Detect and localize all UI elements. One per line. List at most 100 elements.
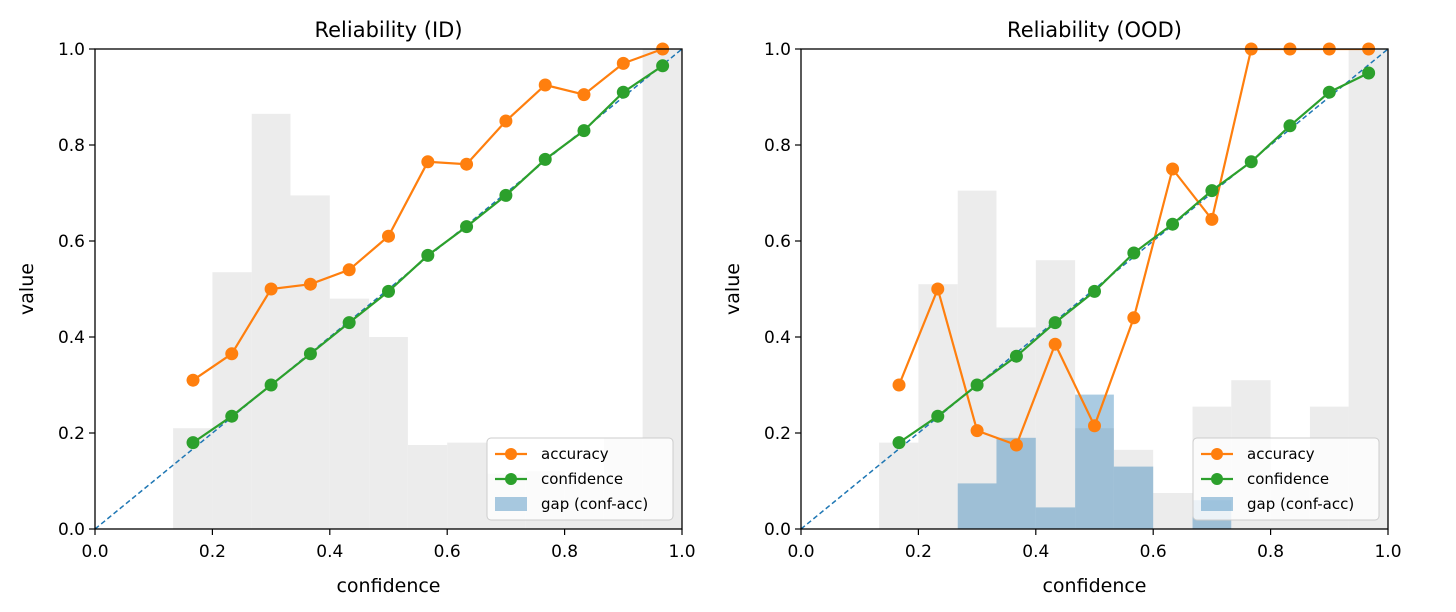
gap-bar	[1113, 466, 1154, 529]
histogram-bar	[1113, 449, 1154, 529]
confidence-point	[264, 378, 278, 392]
confidence-point	[342, 316, 356, 330]
histogram-bar	[957, 190, 997, 529]
gap-bar	[1035, 507, 1076, 529]
accuracy-point	[1088, 419, 1101, 433]
confidence-point	[460, 220, 474, 234]
confidence-legend-marker	[505, 473, 517, 485]
confidence-point	[1166, 217, 1180, 231]
accuracy-point	[303, 277, 317, 291]
y-tick-label: 0.6	[58, 232, 85, 252]
accuracy-point	[421, 155, 435, 169]
histogram-bar	[879, 442, 919, 529]
y-tick-label: 0.4	[58, 328, 85, 348]
confidence-point	[421, 248, 435, 262]
x-tick-label: 0.6	[434, 542, 461, 562]
y-tick-label: 0.0	[58, 520, 85, 540]
chart-title: Reliability (ID)	[314, 18, 462, 42]
confidence-point	[303, 347, 317, 361]
accuracy-point	[970, 424, 984, 438]
accuracy-point	[892, 378, 906, 392]
x-axis-label: confidence	[1042, 575, 1146, 597]
confidence-point	[382, 284, 395, 298]
gap-bar	[996, 437, 1036, 529]
histogram-bar	[447, 442, 487, 529]
legend-label: confidence	[1247, 470, 1329, 488]
accuracy-point	[460, 157, 474, 171]
confidence-point	[225, 409, 239, 423]
y-tick-label: 1.0	[764, 40, 791, 60]
legend-label: gap (conf-acc)	[1247, 495, 1354, 513]
x-tick-label: 0.6	[1140, 542, 1167, 562]
confidence-point	[616, 85, 630, 99]
gap-legend-swatch	[495, 497, 527, 511]
y-tick-label: 0.0	[764, 520, 791, 540]
confidence-point	[1127, 246, 1141, 260]
histogram-bar	[212, 272, 252, 529]
confidence-point	[1362, 66, 1376, 80]
x-tick-label: 0.0	[81, 542, 108, 562]
x-tick-label: 0.0	[787, 542, 814, 562]
x-tick-label: 1.0	[1374, 542, 1401, 562]
accuracy-point	[1166, 162, 1180, 176]
confidence-point	[538, 152, 552, 166]
gap-bar	[957, 483, 997, 529]
histogram-bar	[407, 445, 448, 529]
x-tick-label: 0.8	[1257, 542, 1284, 562]
accuracy-point	[264, 282, 278, 296]
confidence-point	[1244, 155, 1258, 169]
chart-title: Reliability (OOD)	[1007, 18, 1182, 42]
accuracy-point	[382, 229, 395, 243]
y-tick-label: 0.2	[764, 424, 791, 444]
accuracy-legend-marker	[505, 448, 517, 460]
legend-frame	[1192, 437, 1380, 521]
y-tick-label: 0.4	[764, 328, 791, 348]
axes-frame	[800, 48, 1389, 530]
legend-label: accuracy	[541, 445, 609, 463]
y-axis-label: value	[722, 263, 744, 315]
gap-legend-swatch	[1201, 497, 1233, 511]
histogram-bar	[329, 298, 370, 529]
confidence-point	[1283, 119, 1297, 133]
confidence-point	[1205, 184, 1219, 198]
confidence-point	[970, 378, 984, 392]
y-tick-label: 0.2	[58, 424, 85, 444]
reliability-ood-panel: 0.0 0.2 0.4 0.6 0.8 1.0 0.0 0.2 0.4 0.6 0.8 1.0 Reli…	[722, 18, 1402, 597]
accuracy-legend-marker	[1211, 448, 1223, 460]
x-tick-label: 1.0	[668, 542, 695, 562]
accuracy-point	[931, 282, 945, 296]
confidence-point	[1009, 349, 1023, 363]
confidence-point	[656, 59, 670, 73]
y-tick-label: 0.6	[764, 232, 791, 252]
y-tick-label: 1.0	[58, 40, 85, 60]
accuracy-point	[186, 373, 200, 387]
accuracy-point	[538, 78, 552, 92]
confidence-point	[1322, 85, 1336, 99]
accuracy-point	[616, 56, 630, 70]
reliability-id-panel: 0.0 0.2 0.4 0.6 0.8 1.0 0.0 0.2 0.4 0.6 0.8 1.0 Reli…	[16, 18, 696, 597]
legend-label: accuracy	[1247, 445, 1315, 463]
legend-label: confidence	[541, 470, 623, 488]
accuracy-point	[1009, 438, 1023, 452]
legend: accuracy confidence gap (conf-acc)	[1192, 437, 1380, 521]
y-tick-label: 0.8	[764, 136, 791, 156]
x-tick-label: 0.4	[316, 542, 343, 562]
confidence-point	[931, 409, 945, 423]
confidence-point	[1048, 316, 1062, 330]
histogram-bar	[251, 113, 291, 529]
axes-frame	[94, 48, 683, 530]
confidence-point	[577, 124, 591, 138]
histogram-bar	[290, 195, 330, 529]
confidence-point	[1088, 284, 1101, 298]
accuracy-point	[1127, 311, 1141, 325]
accuracy-point	[1048, 337, 1062, 351]
accuracy-point	[577, 88, 591, 102]
x-tick-label: 0.2	[905, 542, 932, 562]
confidence-point	[892, 436, 906, 450]
accuracy-point	[1205, 212, 1219, 226]
accuracy-point	[225, 347, 239, 361]
x-axis-label: confidence	[336, 575, 440, 597]
y-axis-label: value	[16, 263, 38, 315]
accuracy-point	[342, 263, 356, 277]
